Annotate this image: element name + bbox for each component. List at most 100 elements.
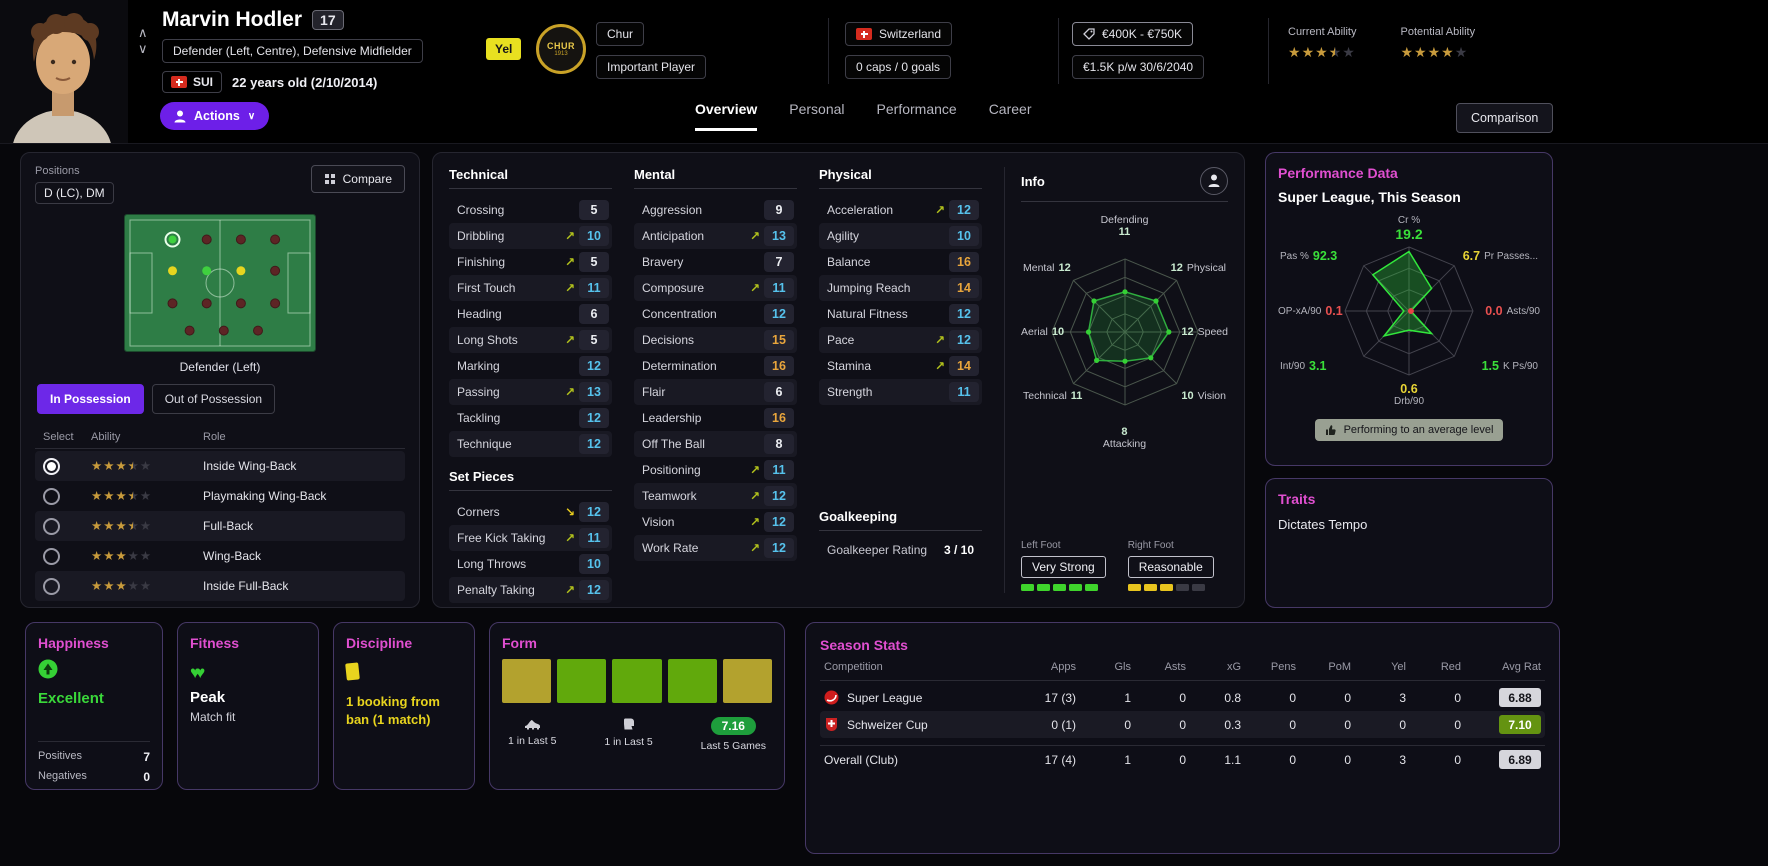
season-stats-row[interactable]: Overall (Club) 17 (4) 1 0 1.1 0 0 3 0 6.89 — [820, 745, 1545, 773]
attribute-label: Long Throws — [457, 557, 527, 571]
season-stats-row[interactable]: Schweizer Cup 0 (1) 0 0 0.3 0 0 0 0 7.10 — [820, 711, 1545, 738]
role-row[interactable]: ★ ★ ★ ★ ★ Inside Full-Back — [35, 571, 405, 601]
previous-player-button[interactable]: ∧ — [138, 25, 148, 40]
stat-value: 0 — [1179, 717, 1186, 732]
tab-personal[interactable]: Personal — [789, 101, 845, 117]
info-view-toggle-button[interactable] — [1200, 167, 1228, 195]
in-possession-button[interactable]: In Possession — [37, 384, 144, 414]
form-result-bar — [667, 659, 717, 703]
role-radio[interactable] — [43, 487, 60, 505]
season-stats-row[interactable]: Super League 17 (3) 1 0 0.8 0 0 3 0 6.88 — [820, 684, 1545, 711]
star-icon: ★ — [103, 578, 115, 593]
role-row[interactable]: ★★★★★★Playmaking Wing-Back — [35, 481, 405, 511]
radar-axis-value: 11 — [1070, 390, 1083, 402]
role-row[interactable]: ★★★★★★Inside Wing-Back — [35, 451, 405, 481]
next-player-button[interactable]: ∨ — [138, 41, 148, 56]
radar-axis: Mental 12 — [1023, 262, 1071, 274]
goalkeeper-rating-label: Goalkeeper Rating — [827, 543, 928, 557]
performance-stat: Int/90 3.1 — [1280, 359, 1326, 373]
trait-item: Dictates Tempo — [1278, 517, 1368, 532]
radar-axis-value: 12 — [1058, 262, 1071, 274]
role-radio[interactable] — [43, 457, 60, 475]
roles-table-header: Select Ability Role — [35, 426, 405, 449]
season-stats-title: Season Stats — [820, 637, 908, 653]
attribute-row: Tackling 12 — [449, 405, 612, 431]
attribute-row: Balance 16 — [819, 249, 982, 275]
role-radio[interactable] — [43, 517, 60, 535]
club-crest[interactable]: CHUR 1913 — [536, 24, 586, 74]
tab-overview[interactable]: Overview — [695, 101, 758, 131]
performance-stat-label: K Ps/90 — [1502, 360, 1538, 372]
mental-column: Mental Aggression 9 Anticipation ↗ 13 Bravery… — [634, 167, 797, 593]
contract-info: €400K - €750K €1.5K p/w 30/6/2040 — [1072, 22, 1205, 79]
position-pitch-map[interactable] — [124, 214, 316, 352]
performance-data-title: Performance Data — [1278, 165, 1398, 181]
actions-button[interactable]: Actions ∨ — [160, 102, 270, 130]
role-row[interactable]: ★★★★★★Full-Back — [35, 511, 405, 541]
attribute-change-arrow-icon: ↗ — [749, 515, 760, 529]
foot-strength-segment — [1143, 584, 1157, 591]
star-icon: ★ — [103, 488, 115, 503]
season-column-header: Red — [1440, 661, 1461, 673]
club-name-pill[interactable]: Chur — [596, 22, 645, 46]
tab-career[interactable]: Career — [988, 101, 1032, 117]
stat-value: 0 — [1454, 690, 1461, 705]
attribute-label: Acceleration — [827, 203, 894, 217]
happiness-icon — [38, 659, 150, 684]
comparison-button[interactable]: Comparison — [1456, 103, 1554, 133]
attribute-value: 12 — [579, 408, 609, 428]
switzerland-flag-icon — [171, 76, 187, 88]
attribute-row: Vision ↗ 12 — [634, 509, 797, 535]
club-crest-name: CHUR — [547, 41, 575, 51]
performance-stat-label: Pr Passes... — [1484, 250, 1538, 262]
attribute-value: 12 — [579, 502, 609, 522]
attribute-value-group: 6 — [764, 382, 794, 402]
role-row[interactable]: ★ ★ ★ ★ ★ Wing-Back — [35, 541, 405, 571]
avg-rating-cell: 6.89 — [1465, 750, 1545, 769]
attribute-value: 5 — [579, 252, 609, 272]
performance-stat: 6.7 Pr Passes... — [1463, 249, 1538, 263]
ability-column-header: Ability — [91, 431, 121, 443]
role-radio[interactable] — [43, 547, 60, 565]
role-radio[interactable] — [43, 577, 60, 595]
attribute-label: Stamina — [827, 359, 872, 373]
compare-button[interactable]: Compare — [310, 165, 405, 193]
attribute-value-group: ↗ 12 — [750, 486, 794, 506]
attribute-change-arrow-icon: ↗ — [749, 229, 760, 243]
potential-ability-stars: ★ ★ ★ ★ ★ — [1400, 45, 1467, 59]
radar-axis: Defending 11 — [1101, 214, 1149, 238]
attribute-value: 9 — [764, 200, 794, 220]
out-of-possession-button[interactable]: Out of Possession — [151, 384, 276, 414]
attribute-row: Teamwork ↗ 12 — [634, 483, 797, 509]
set-pieces-title: Set Pieces — [449, 469, 612, 491]
nation-pill[interactable]: Switzerland — [845, 22, 953, 46]
attribute-value-group: ↗ 12 — [750, 538, 794, 558]
compare-icon — [324, 174, 335, 184]
star-icon: ★ — [1288, 44, 1301, 60]
tab-performance[interactable]: Performance — [876, 101, 957, 117]
stat-value: 1 — [1124, 752, 1131, 767]
performance-stat-value: 3.1 — [1309, 359, 1327, 373]
attribute-value: 12 — [949, 200, 979, 220]
mental-title: Mental — [634, 167, 797, 189]
attribute-value: 12 — [579, 434, 609, 454]
attribute-change-arrow-icon: ↘ — [564, 505, 575, 519]
radar-axis: 12 Physical — [1171, 262, 1226, 274]
star-icon: ★ — [91, 578, 103, 593]
radar-axis: 10 Vision — [1181, 390, 1226, 402]
attribute-change-arrow-icon: ↗ — [564, 281, 575, 295]
attribute-change-arrow-icon: ↗ — [749, 463, 760, 477]
role-name: Full-Back — [203, 519, 254, 533]
radar-axis-value: 12 — [1170, 262, 1183, 274]
attribute-value: 12 — [764, 538, 794, 558]
header-divider — [1058, 18, 1059, 84]
performance-stat-value: 0.0 — [1485, 304, 1503, 318]
stat-value: 0 (1) — [1051, 717, 1076, 732]
role-star-rating: ★ ★ ★ ★ ★ — [91, 580, 203, 593]
attribute-change-arrow-icon: ↗ — [564, 531, 575, 545]
season-column-header: Pens — [1270, 661, 1296, 673]
profile-tabs: Overview Personal Performance Career — [695, 101, 1031, 131]
attribute-value-group: 5 — [579, 200, 609, 220]
stat-value: 0 — [1124, 717, 1131, 732]
assists-form-stat: 1 in Last 5 — [604, 717, 653, 752]
